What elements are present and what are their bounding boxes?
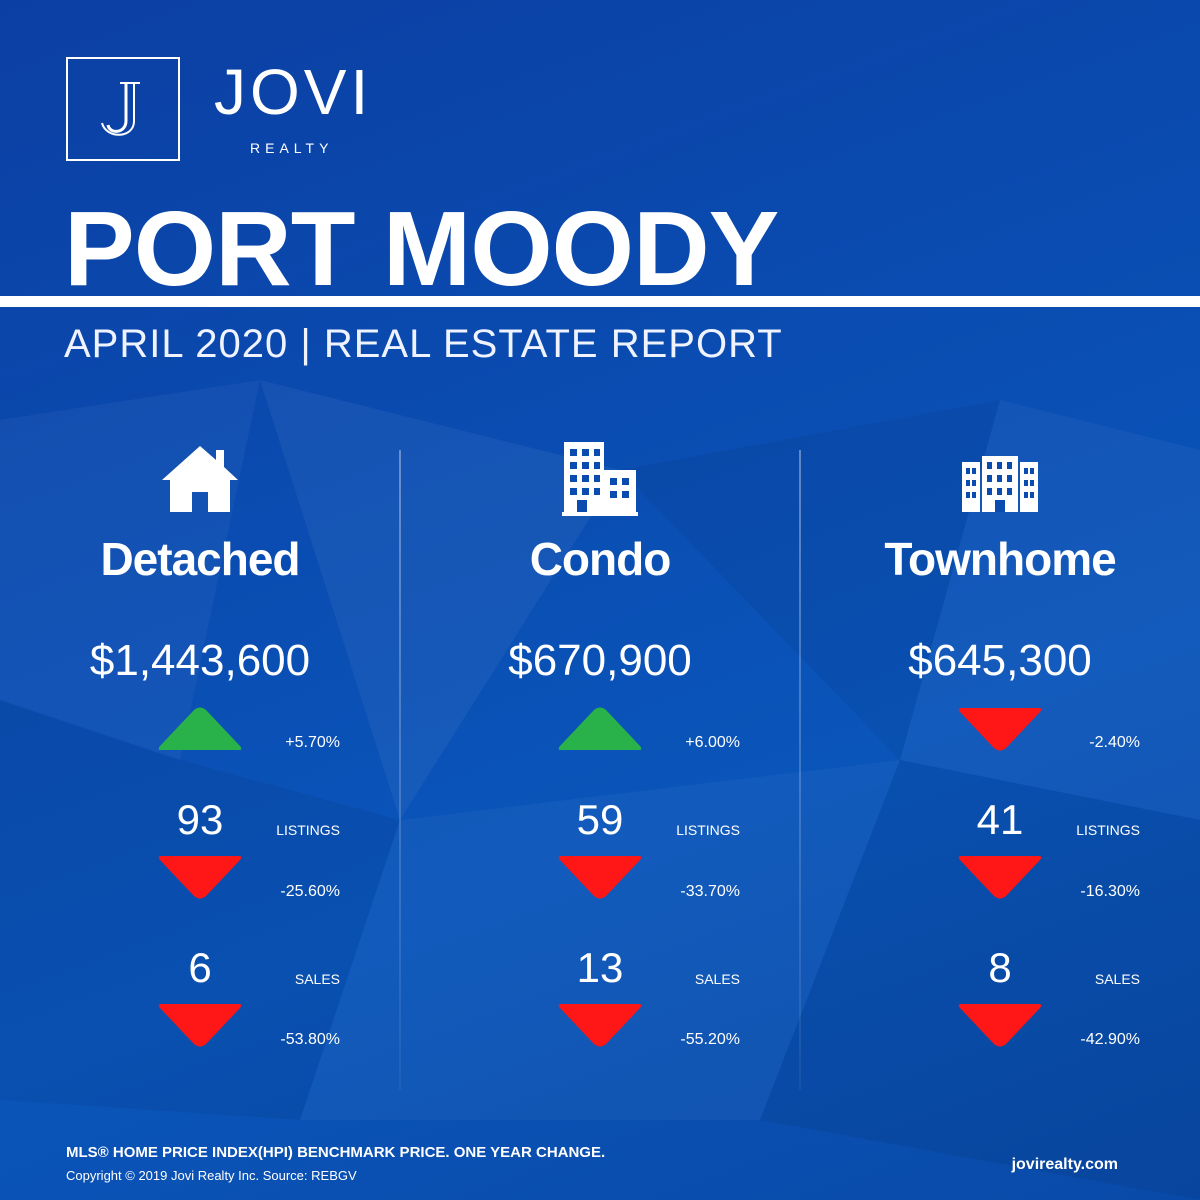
title-underline [0, 296, 1200, 307]
sales-label: SALES [294, 971, 340, 987]
jovi-monogram-icon [101, 82, 140, 136]
sales-change-percent: -53.80% [280, 1031, 340, 1048]
column-condo: Condo $670,900 +6.00% 59 LISTINGS -33.70… [400, 440, 800, 1080]
listings-count: 59 [576, 796, 624, 843]
sales-change-down-arrow-icon [955, 1002, 1045, 1048]
price-change-percent: -2.40% [1089, 734, 1140, 751]
price-change-up-arrow-icon [555, 706, 645, 752]
sales-change-down-arrow-icon [555, 1002, 645, 1048]
column-divider [799, 450, 801, 1090]
price-change-down-arrow-icon [955, 706, 1045, 752]
column-divider [399, 450, 401, 1090]
column-townhome: Townhome $645,300 -2.40% 41 LISTINGS -16… [800, 440, 1200, 1080]
price-change-up-arrow-icon [155, 706, 245, 752]
property-type: Condo [529, 533, 672, 585]
sales-count: 8 [988, 944, 1012, 991]
listings-change-down-arrow-icon [955, 854, 1045, 900]
listings-count: 93 [176, 796, 224, 843]
page-title: PORT MOODY [64, 190, 779, 308]
property-type: Townhome [884, 533, 1116, 585]
price-change-percent: +5.70% [285, 734, 340, 751]
townhome-building-icon [950, 440, 1050, 520]
column-detached: Detached $1,443,600 +5.70% 93 LISTINGS -… [0, 440, 400, 1080]
website-link[interactable]: jovirealty.com [1011, 1156, 1118, 1173]
apartment-building-icon [550, 440, 650, 520]
listings-change-percent: -25.60% [280, 883, 340, 900]
listings-change-down-arrow-icon [555, 854, 645, 900]
sales-label: SALES [1094, 971, 1140, 987]
sales-count: 13 [576, 944, 624, 991]
sales-change-percent: -42.90% [1080, 1031, 1140, 1048]
benchmark-price: $1,443,600 [89, 636, 311, 685]
property-type: Detached [100, 533, 300, 585]
benchmark-price: $645,300 [908, 636, 1092, 685]
benchmark-price: $670,900 [508, 636, 692, 685]
listings-label: LISTINGS [676, 822, 740, 838]
listings-label: LISTINGS [1076, 822, 1140, 838]
listings-change-down-arrow-icon [155, 854, 245, 900]
brand-name: JOVI [214, 56, 373, 128]
listings-count: 41 [976, 796, 1024, 843]
report-subtitle: APRIL 2020 | REAL ESTATE REPORT [64, 322, 783, 366]
footer-copyright: Copyright © 2019 Jovi Realty Inc. Source… [66, 1168, 357, 1183]
listings-change-percent: -16.30% [1080, 883, 1140, 900]
logo-monogram-box [66, 57, 180, 161]
sales-change-down-arrow-icon [155, 1002, 245, 1048]
sales-count: 6 [188, 944, 212, 991]
brand-subtitle: REALTY [250, 140, 334, 156]
sales-change-percent: -55.20% [680, 1031, 740, 1048]
footer-disclaimer: MLS® HOME PRICE INDEX(HPI) BENCHMARK PRI… [66, 1144, 606, 1161]
house-icon [150, 440, 250, 520]
sales-label: SALES [694, 971, 740, 987]
listings-change-percent: -33.70% [680, 883, 740, 900]
price-change-percent: +6.00% [685, 734, 740, 751]
listings-label: LISTINGS [276, 822, 340, 838]
